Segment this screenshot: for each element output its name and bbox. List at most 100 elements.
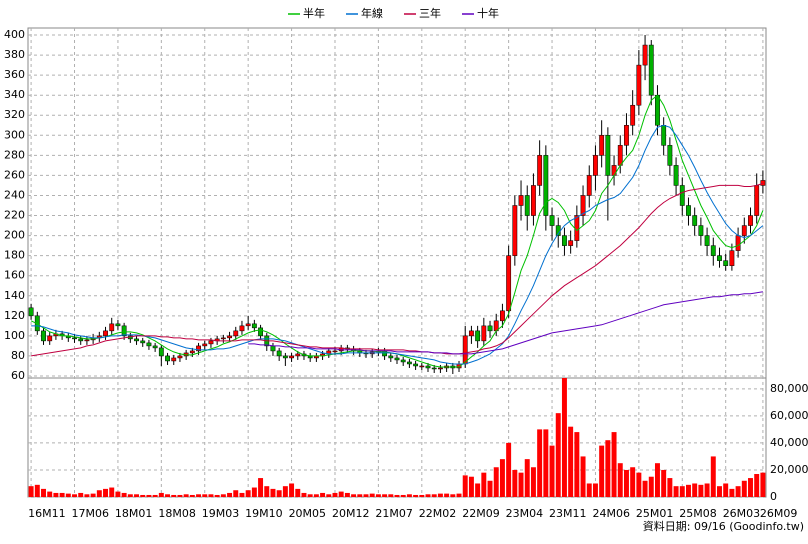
legend-label: 三年	[419, 6, 441, 20]
candle-body	[220, 337, 226, 340]
candle-body	[109, 323, 115, 332]
candle-body	[295, 353, 301, 357]
candle-body	[41, 330, 46, 342]
candle-body	[251, 323, 257, 329]
volume-bar	[227, 492, 233, 497]
volume-bar	[499, 459, 505, 497]
volume-bar	[667, 478, 673, 497]
candle-body	[189, 350, 195, 354]
candle-body	[642, 44, 648, 66]
y-tick-label: 280	[4, 148, 25, 161]
candle-body	[568, 240, 574, 246]
x-tick-label: 19M10	[245, 507, 283, 520]
volume-bar	[307, 494, 313, 497]
x-tick-label: 16M11	[28, 507, 66, 520]
volume-bar	[233, 490, 239, 497]
volume-bar	[493, 467, 499, 497]
x-tick-label: 25M01	[636, 507, 674, 520]
volume-bar	[586, 483, 592, 497]
volume-bar	[338, 491, 344, 497]
candle-body	[146, 342, 152, 347]
candle-body	[748, 215, 753, 226]
candle-body	[692, 215, 698, 226]
candle-body	[673, 165, 679, 186]
y-tick-label: 140	[4, 289, 25, 302]
volume-bar	[692, 483, 698, 497]
volume-bar	[134, 494, 140, 497]
candle-body	[760, 180, 766, 186]
volume-bar	[599, 445, 605, 497]
candle-body	[400, 359, 406, 363]
volume-bar	[258, 478, 264, 497]
candle-body	[270, 345, 276, 352]
volume-bar	[202, 494, 208, 497]
x-tick-label: 18M01	[115, 507, 153, 520]
volume-bar	[400, 494, 406, 497]
candle-body	[717, 255, 722, 261]
candle-body	[723, 260, 729, 266]
x-tick-label: 20M12	[332, 507, 370, 520]
volume-bar	[357, 494, 363, 497]
candle-body	[158, 347, 164, 357]
volume-bar	[537, 429, 543, 497]
candle-body	[518, 195, 524, 206]
candle-body	[276, 350, 282, 357]
volume-bar	[450, 494, 456, 497]
volume-bar	[270, 488, 276, 497]
volume-bar	[698, 484, 704, 497]
volume-bar	[506, 442, 512, 497]
volume-bar	[264, 486, 270, 497]
volume-bar	[276, 490, 282, 497]
volume-bar	[760, 472, 766, 497]
volume-bar	[84, 494, 90, 497]
candle-body	[245, 323, 251, 327]
candle-body	[655, 94, 660, 126]
volume-bar	[121, 492, 127, 497]
volume-bar	[382, 494, 388, 497]
volume-bar	[177, 494, 183, 497]
candle-body	[586, 175, 592, 196]
volume-bar	[568, 426, 574, 497]
volume-bar	[623, 469, 629, 497]
candle-body	[710, 245, 716, 256]
volume-bar	[34, 484, 40, 497]
volume-bar	[673, 486, 679, 497]
volume-bar	[419, 494, 425, 497]
volume-bar	[735, 486, 741, 497]
candle-body	[419, 365, 425, 368]
candle-body	[605, 135, 611, 176]
y2-tick-label: 80,000	[770, 382, 808, 395]
y-tick-label: 240	[4, 188, 25, 201]
volume-bar	[704, 483, 710, 497]
candle-body	[72, 337, 77, 340]
volume-bar	[748, 478, 753, 497]
volume-bar	[103, 488, 109, 497]
volume-bar	[685, 484, 691, 497]
candle-body	[134, 338, 139, 342]
legend-label: 半年	[303, 6, 325, 20]
volume-bar	[326, 494, 332, 497]
candle-body	[388, 355, 394, 359]
candle-body	[667, 145, 673, 166]
volume-bar	[475, 483, 481, 497]
volume-bar	[59, 492, 65, 497]
y-tick-label: 80	[11, 349, 25, 362]
volume-bar	[351, 494, 357, 497]
volume-bar	[245, 490, 251, 497]
volume-bar	[530, 467, 536, 497]
volume-bar	[431, 494, 437, 497]
candle-body	[524, 195, 530, 216]
volume-bar	[41, 488, 46, 497]
x-tick-label: 18M08	[158, 507, 196, 520]
candle-body	[165, 355, 170, 362]
volume-bar	[679, 486, 685, 497]
x-tick-label: 22M09	[462, 507, 500, 520]
volume-bar	[282, 486, 288, 497]
volume-bar	[220, 494, 226, 497]
candle-body	[468, 330, 474, 337]
volume-bar	[171, 494, 177, 497]
x-tick-label: 23M04	[506, 507, 544, 520]
candle-body	[617, 145, 623, 166]
candle-body	[431, 367, 437, 370]
